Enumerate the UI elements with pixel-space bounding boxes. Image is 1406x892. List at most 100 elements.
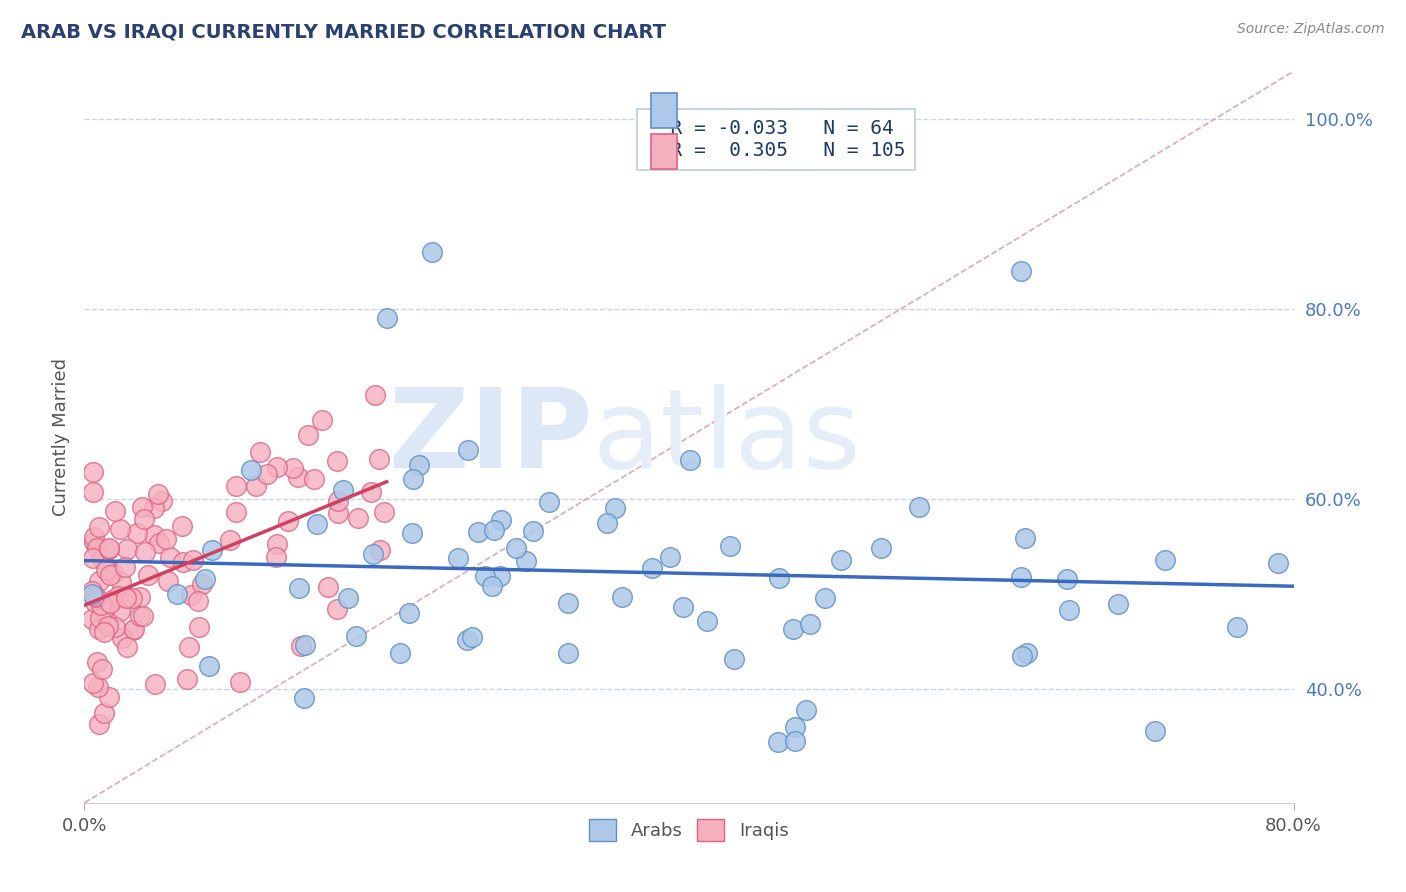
Point	[87, 520, 110, 534]
Point	[1010, 570, 1032, 584]
Point	[115, 640, 138, 655]
Point	[132, 512, 155, 526]
Point	[148, 536, 170, 550]
Point	[176, 672, 198, 686]
Point	[97, 619, 120, 633]
Point	[783, 720, 806, 734]
Point	[373, 505, 395, 519]
Point	[264, 549, 287, 564]
Point	[89, 622, 111, 636]
Point	[101, 566, 124, 580]
Point	[336, 591, 359, 605]
Point	[1144, 724, 1167, 739]
Point	[830, 552, 852, 566]
Point	[603, 500, 626, 515]
Point	[375, 311, 398, 326]
Point	[91, 552, 114, 566]
Point	[249, 445, 271, 459]
Point	[266, 537, 288, 551]
Point	[283, 460, 305, 475]
Text: ARAB VS IRAQI CURRENTLY MARRIED CORRELATION CHART: ARAB VS IRAQI CURRENTLY MARRIED CORRELAT…	[21, 22, 666, 41]
Point	[347, 510, 370, 524]
Point	[679, 452, 702, 467]
Point	[696, 614, 718, 628]
Point	[93, 602, 115, 616]
Point	[128, 608, 150, 623]
Point	[398, 606, 420, 620]
Point	[101, 592, 124, 607]
Point	[489, 568, 512, 582]
Point	[152, 494, 174, 508]
Point	[768, 735, 790, 749]
Point	[83, 589, 105, 603]
Point	[134, 544, 156, 558]
Point	[80, 586, 103, 600]
Point	[82, 485, 104, 500]
Point	[96, 615, 118, 629]
Bar	[651, 93, 676, 128]
Point	[177, 640, 200, 655]
Point	[87, 574, 110, 588]
Point	[297, 428, 319, 442]
Point	[114, 560, 136, 574]
Point	[108, 522, 131, 536]
Point	[326, 453, 349, 467]
Point	[474, 569, 496, 583]
Point	[344, 629, 367, 643]
Point	[287, 470, 309, 484]
Point	[266, 459, 288, 474]
Text: R = -0.033   N = 64
  R =  0.305   N = 105: R = -0.033 N = 64 R = 0.305 N = 105	[647, 119, 905, 160]
Point	[115, 591, 138, 605]
Point	[239, 462, 262, 476]
Point	[401, 525, 423, 540]
Point	[402, 472, 425, 486]
Point	[363, 387, 385, 401]
Point	[370, 543, 392, 558]
Point	[461, 630, 484, 644]
Point	[305, 516, 328, 531]
Point	[225, 505, 247, 519]
Point	[187, 620, 209, 634]
Point	[166, 587, 188, 601]
Point	[641, 561, 664, 575]
Legend: Arabs, Iraqis: Arabs, Iraqis	[582, 812, 796, 848]
Point	[117, 542, 139, 557]
Point	[83, 595, 105, 609]
Point	[87, 680, 110, 694]
Point	[814, 591, 837, 605]
Point	[89, 611, 111, 625]
Point	[108, 604, 131, 618]
Point	[225, 479, 247, 493]
Point	[103, 504, 125, 518]
Point	[326, 602, 349, 616]
Y-axis label: Currently Married: Currently Married	[52, 358, 70, 516]
Point	[159, 550, 181, 565]
Point	[143, 676, 166, 690]
Point	[363, 547, 385, 561]
Point	[782, 622, 804, 636]
Point	[457, 443, 479, 458]
Point	[82, 584, 104, 599]
Point	[170, 519, 193, 533]
Point	[332, 483, 354, 498]
Point	[122, 622, 145, 636]
Point	[794, 703, 817, 717]
Point	[86, 541, 108, 555]
Point	[456, 633, 478, 648]
Point	[148, 487, 170, 501]
Point	[125, 526, 148, 541]
Bar	[651, 134, 676, 169]
Point	[360, 484, 382, 499]
Point	[82, 465, 104, 479]
Point	[219, 533, 242, 547]
Point	[1011, 648, 1033, 663]
Point	[869, 541, 891, 555]
Point	[489, 513, 512, 527]
Point	[420, 244, 443, 259]
Point	[82, 676, 104, 690]
Point	[328, 494, 350, 508]
Point	[481, 579, 503, 593]
Point	[191, 577, 214, 591]
Point	[107, 589, 129, 603]
Point	[90, 662, 112, 676]
